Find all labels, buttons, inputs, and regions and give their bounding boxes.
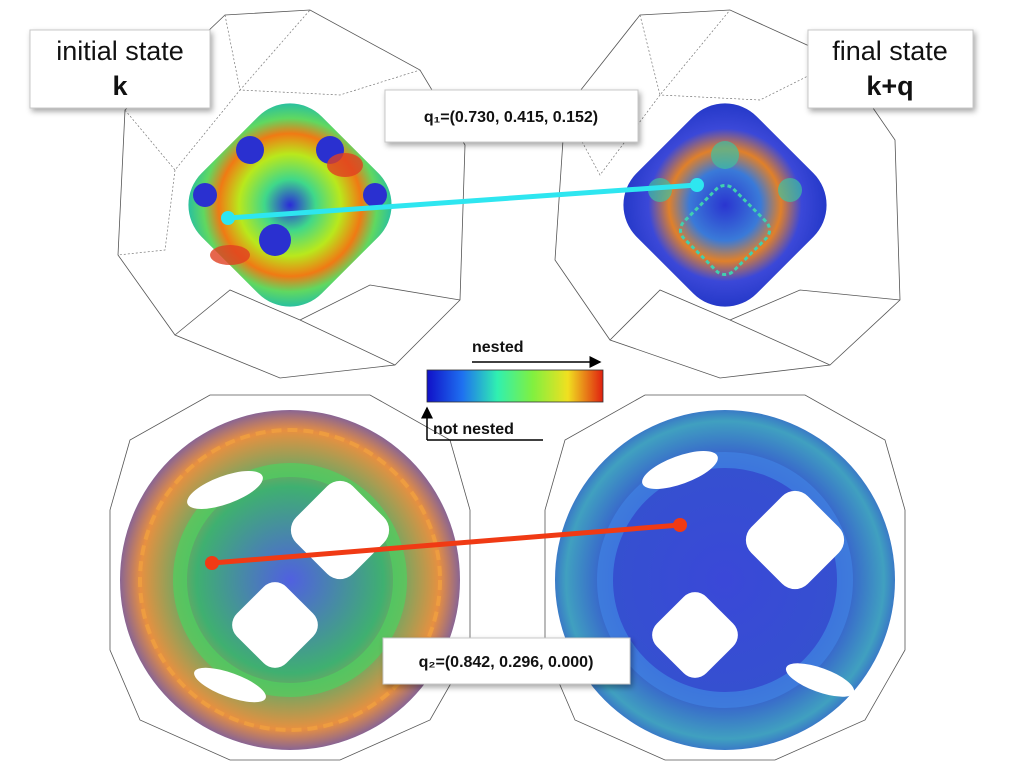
q2-label: q₂=(0.842, 0.296, 0.000) [382,637,631,685]
bz-top-right [554,9,901,379]
colorbar: nested not nested [421,339,604,441]
q2-vector [205,518,687,570]
colorbar-bottom-label: not nested [433,421,514,438]
fermi-surface-initial-bottom [120,410,460,750]
fermi-surface-final [623,103,827,307]
label-line: initial state [56,36,184,66]
colorbar-top-label: nested [472,339,524,356]
final-state-label: final state k+q [807,29,974,109]
q1-label: q₁=(0.730, 0.415, 0.152) [384,89,639,143]
bz-top-left [117,9,466,379]
q2-text: q₂=(0.842, 0.296, 0.000) [419,654,594,671]
label-line: k [112,71,128,101]
q1-text: q₁=(0.730, 0.415, 0.152) [424,109,598,126]
label-line: k+q [866,71,913,101]
fermi-surface-initial [188,103,392,307]
q1-vector [221,178,704,225]
label-line: final state [832,36,948,66]
fermi-surface-final-bottom [555,410,895,750]
initial-state-label: initial state k [29,29,211,109]
